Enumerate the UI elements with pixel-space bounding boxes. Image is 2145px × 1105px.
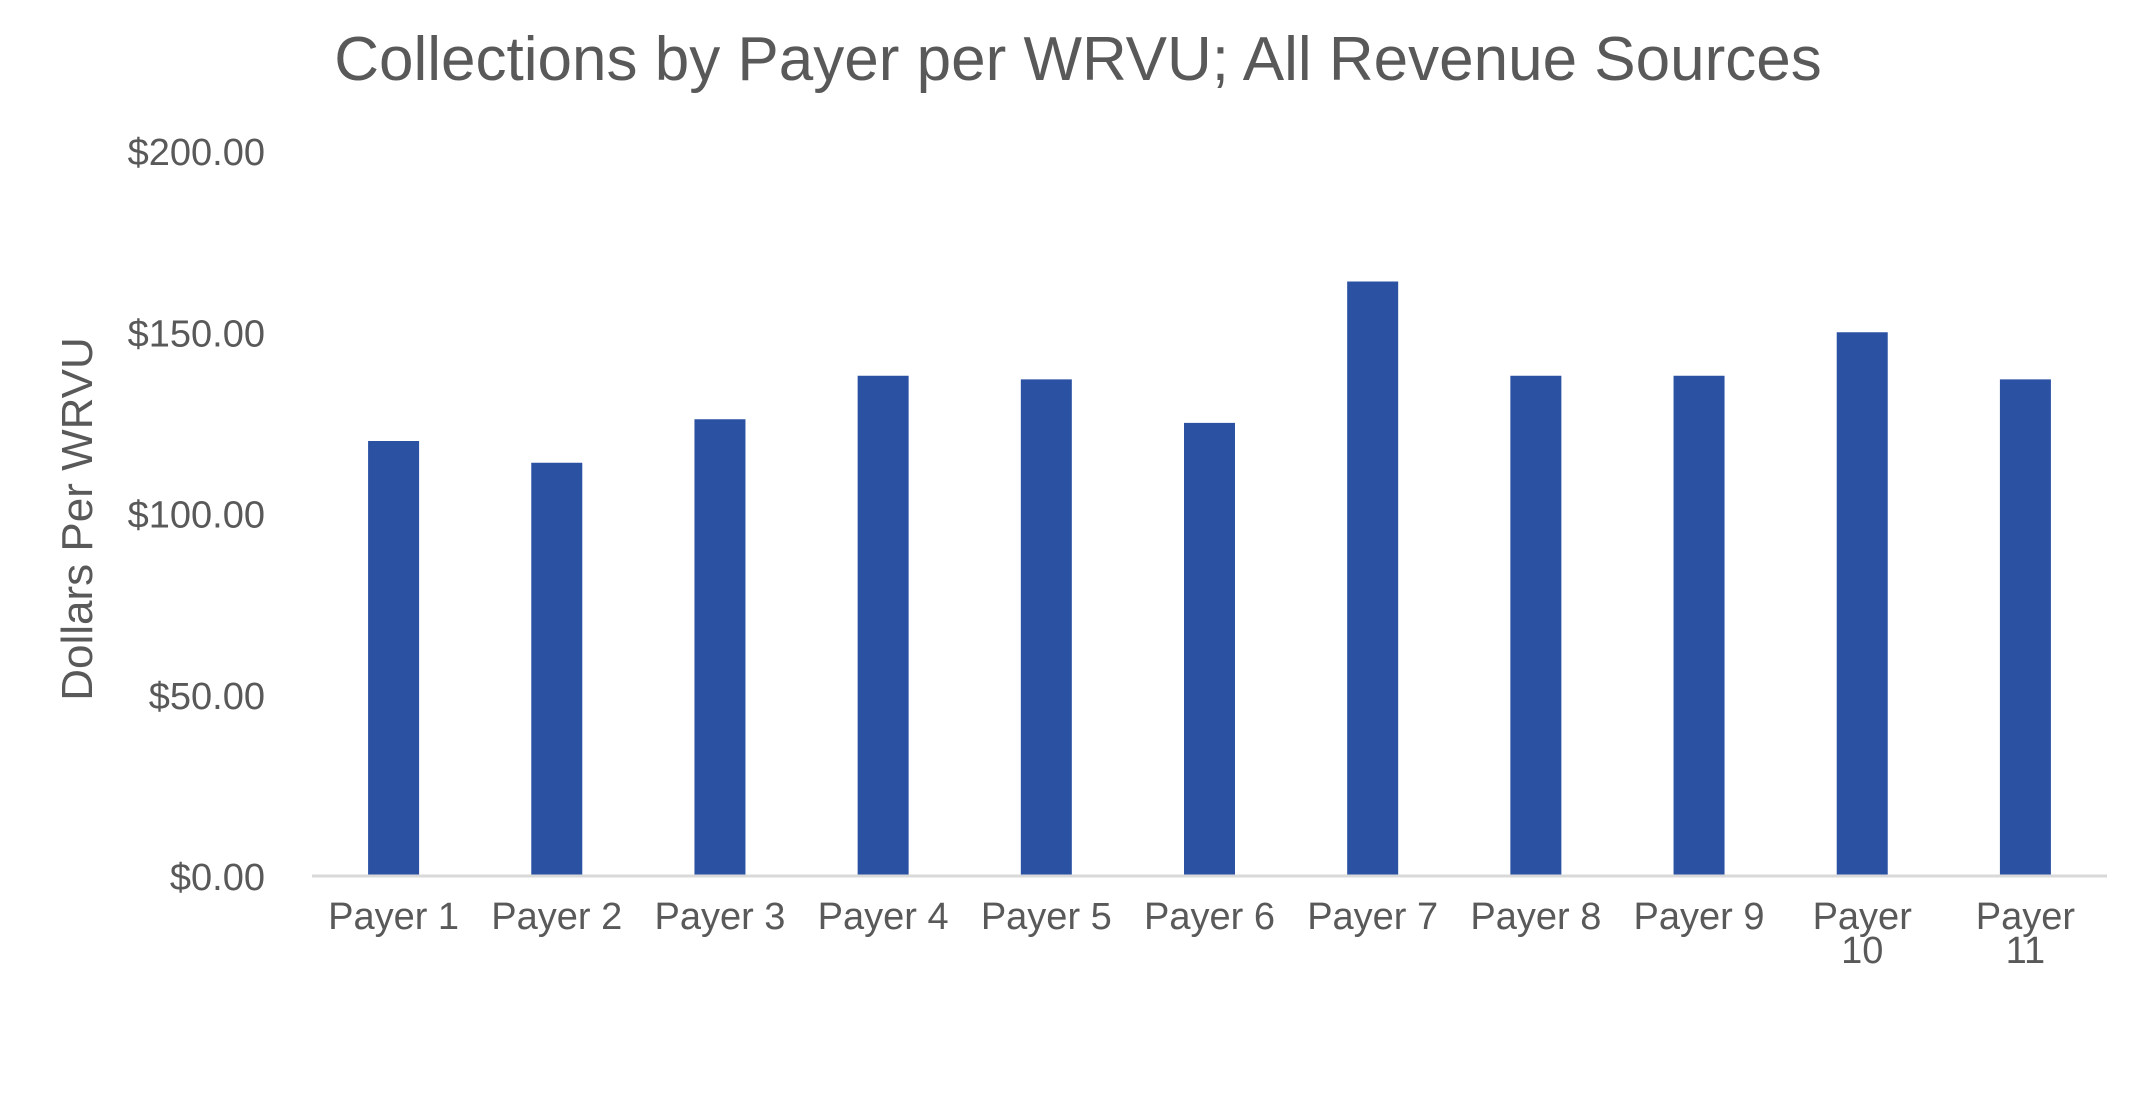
x-tick-label: Payer 6 (1144, 896, 1275, 938)
y-tick-label: $100.00 (128, 495, 265, 537)
chart-title: Collections by Payer per WRVU; All Reven… (334, 25, 1822, 94)
bar (1184, 422, 1235, 876)
y-tick-label: $0.00 (170, 857, 265, 899)
y-tick-label: $200.00 (128, 132, 265, 174)
x-tick-label: Payer 1 (328, 896, 459, 938)
bars (368, 281, 2051, 876)
y-axis-label: Dollars Per WRVU (53, 337, 102, 700)
bar (857, 375, 909, 876)
bar (531, 462, 583, 876)
x-tick-label: Payer 8 (1470, 896, 1601, 938)
bar (1836, 332, 1888, 876)
bar (1020, 379, 1072, 876)
x-tick-label: Payer 5 (981, 896, 1112, 938)
y-tick-label: $150.00 (128, 313, 265, 355)
bar (694, 419, 746, 876)
x-tick-label: Payer 7 (1307, 896, 1438, 938)
bar (1510, 375, 1562, 876)
x-tick-label: Payer 11 (1976, 896, 2076, 972)
x-tick-label: Payer 9 (1634, 896, 1765, 938)
x-tick-label: Payer 10 (1813, 896, 1913, 972)
x-tick-label: Payer 2 (491, 896, 622, 938)
y-tick-labels: $0.00 $50.00 $100.00 $150.00 $200.00 (128, 132, 265, 899)
y-tick-label: $50.00 (149, 676, 265, 718)
bar (1347, 281, 1399, 876)
bar (1999, 379, 2051, 876)
x-tick-label: Payer 4 (818, 896, 949, 938)
x-tick-labels: Payer 1 Payer 2 Payer 3 Payer 4 Payer 5 Payer… (328, 896, 2075, 972)
bar (368, 441, 420, 876)
x-tick-label: Payer 3 (654, 896, 785, 938)
bar (1673, 375, 1725, 876)
